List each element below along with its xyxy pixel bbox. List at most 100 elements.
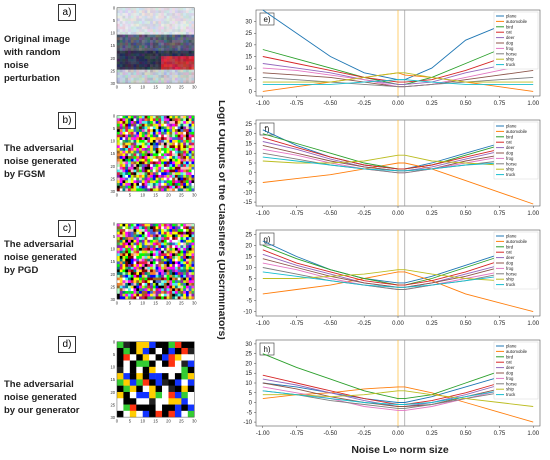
image-pixel [136, 223, 140, 227]
chart-f: f)-1.00 -0.75 -0.50 -0.25 0.00 0.25 0.50 0.75 1.… [243, 119, 541, 217]
image-pixel [122, 80, 126, 84]
image-pixel [116, 229, 120, 233]
image-pixel [139, 185, 143, 189]
image-pixel [125, 137, 129, 141]
image-y-tick: 5 [113, 18, 116, 23]
image-pixel [122, 245, 126, 249]
image-pixel [183, 134, 187, 138]
image-pixel [177, 153, 181, 157]
image-pixel [150, 183, 154, 187]
image-pixel [161, 164, 165, 168]
image-pixel [172, 177, 176, 181]
y-tick-label: 0 [249, 401, 253, 407]
image-x-tick: 10 [140, 301, 145, 306]
image-pixel [185, 156, 189, 160]
image-pixel [185, 126, 189, 130]
image-pixel [163, 37, 167, 41]
image-pixel [139, 158, 143, 162]
image-pixel [144, 142, 148, 146]
image-pixel [185, 269, 189, 273]
image-pixel [166, 66, 170, 70]
image-pixel [133, 293, 137, 297]
image-pixel [150, 293, 154, 297]
image-pixel [122, 142, 126, 146]
image-pixel [122, 250, 126, 254]
image-pixel [188, 280, 192, 284]
image-pixel [177, 242, 181, 246]
image-x-tick: 20 [166, 85, 171, 90]
image-pixel [116, 164, 120, 168]
image-pixel [161, 126, 165, 130]
image-pixel [139, 285, 143, 289]
image-pixel [155, 258, 159, 262]
image-pixel [177, 72, 181, 76]
series-line-automobile [262, 271, 534, 313]
image-pixel [185, 272, 189, 276]
y-tick-label: 20 [245, 243, 252, 249]
image-pixel [128, 142, 132, 146]
image-y-tick: 30 [111, 297, 116, 302]
image-pixel [152, 123, 156, 127]
image-pixel [119, 164, 123, 168]
image-pixel [155, 61, 159, 65]
x-tick-label: -1.00 [256, 431, 270, 437]
image-pixel [130, 239, 134, 243]
legend-entry: deer [506, 35, 515, 40]
image-pixel [174, 115, 178, 119]
image-pixel [119, 21, 123, 25]
image-pixel [122, 234, 126, 238]
image-pixel [183, 37, 187, 41]
image-pixel [169, 296, 173, 300]
image-pixel [177, 226, 181, 230]
image-pixel [144, 288, 148, 292]
image-pixel [168, 354, 176, 361]
image-pixel [128, 123, 132, 127]
image-pixel [185, 48, 189, 52]
image-pixel [139, 126, 143, 130]
image-pixel [163, 177, 167, 181]
image-pixel [128, 158, 132, 162]
image-pixel [188, 256, 192, 259]
image-pixel [172, 7, 176, 11]
image-pixel [174, 137, 178, 141]
image-pixel [141, 293, 145, 297]
image-pixel [174, 293, 178, 297]
image-pixel [168, 398, 176, 405]
image-pixel [125, 118, 129, 122]
image-pixel [155, 75, 159, 79]
x-tick-label: 0.75 [494, 211, 506, 217]
image-pixel [122, 34, 126, 38]
image-pixel [191, 177, 195, 181]
image-pixel [125, 40, 129, 43]
image-pixel [180, 77, 184, 81]
image-pixel [139, 174, 143, 178]
y-tick-label: 15 [245, 141, 252, 147]
image-pixel [187, 341, 195, 349]
image-pixel [169, 158, 173, 162]
image-pixel [136, 169, 140, 173]
image-pixel [136, 280, 140, 284]
image-pixel [133, 148, 137, 151]
image-pixel [188, 250, 192, 254]
image-pixel [161, 129, 165, 133]
image-pixel [163, 231, 167, 235]
image-pixel [163, 242, 167, 246]
image-pixel [116, 285, 120, 289]
image-pixel [185, 291, 189, 295]
image-pixel [152, 226, 156, 230]
image-pixel [133, 37, 137, 41]
image-pixel [180, 166, 184, 170]
image-pixel [180, 72, 184, 76]
image-pixel [144, 164, 148, 168]
image-pixel [161, 40, 165, 43]
image-pixel [163, 188, 167, 192]
image-pixel [122, 231, 126, 235]
legend-entry: frog [506, 266, 514, 271]
image-pixel [141, 31, 145, 35]
x-tick-label: -0.75 [290, 431, 304, 437]
image-pixel [144, 256, 148, 259]
image-pixel [163, 253, 167, 257]
image-pixel [158, 174, 162, 178]
image-pixel [188, 291, 192, 295]
image-pixel [136, 115, 140, 119]
